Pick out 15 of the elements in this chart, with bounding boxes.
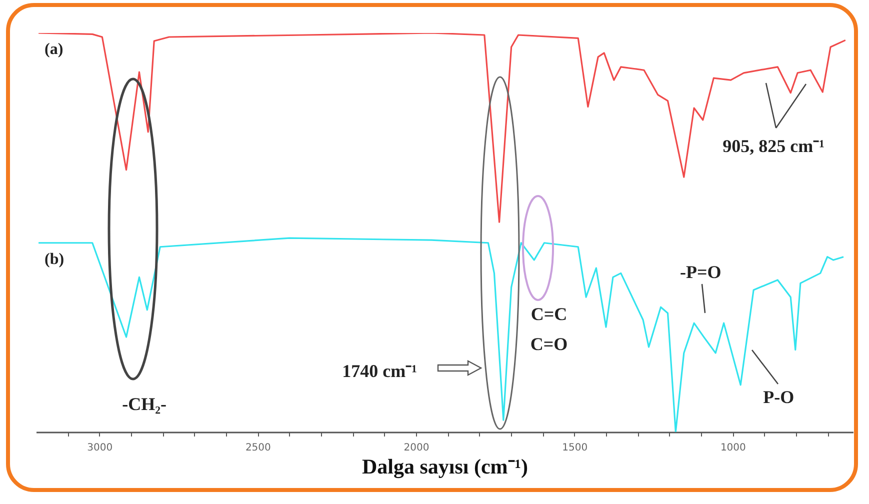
series-label: (a)	[44, 41, 64, 58]
annotation: -CH₂-	[122, 394, 166, 414]
annotation: 1740 cm⁻¹	[342, 361, 418, 382]
x-tick-label: 1000	[720, 442, 746, 454]
series-label: (b)	[44, 250, 64, 268]
annotation: P-O	[763, 387, 794, 408]
annotation: -P=O	[680, 262, 722, 282]
x-tick-label: 2500	[245, 442, 271, 454]
annotation: C=C	[530, 304, 568, 324]
x-tick-label: 1500	[562, 442, 588, 454]
annotation: 905, 825 cm⁻¹	[722, 136, 824, 156]
x-tick-label: 3000	[87, 442, 113, 454]
x-axis-title: Dalga sayısı (cm⁻¹)	[362, 454, 528, 478]
x-tick-label: 2000	[404, 442, 430, 454]
annotation: C=O	[530, 334, 568, 354]
